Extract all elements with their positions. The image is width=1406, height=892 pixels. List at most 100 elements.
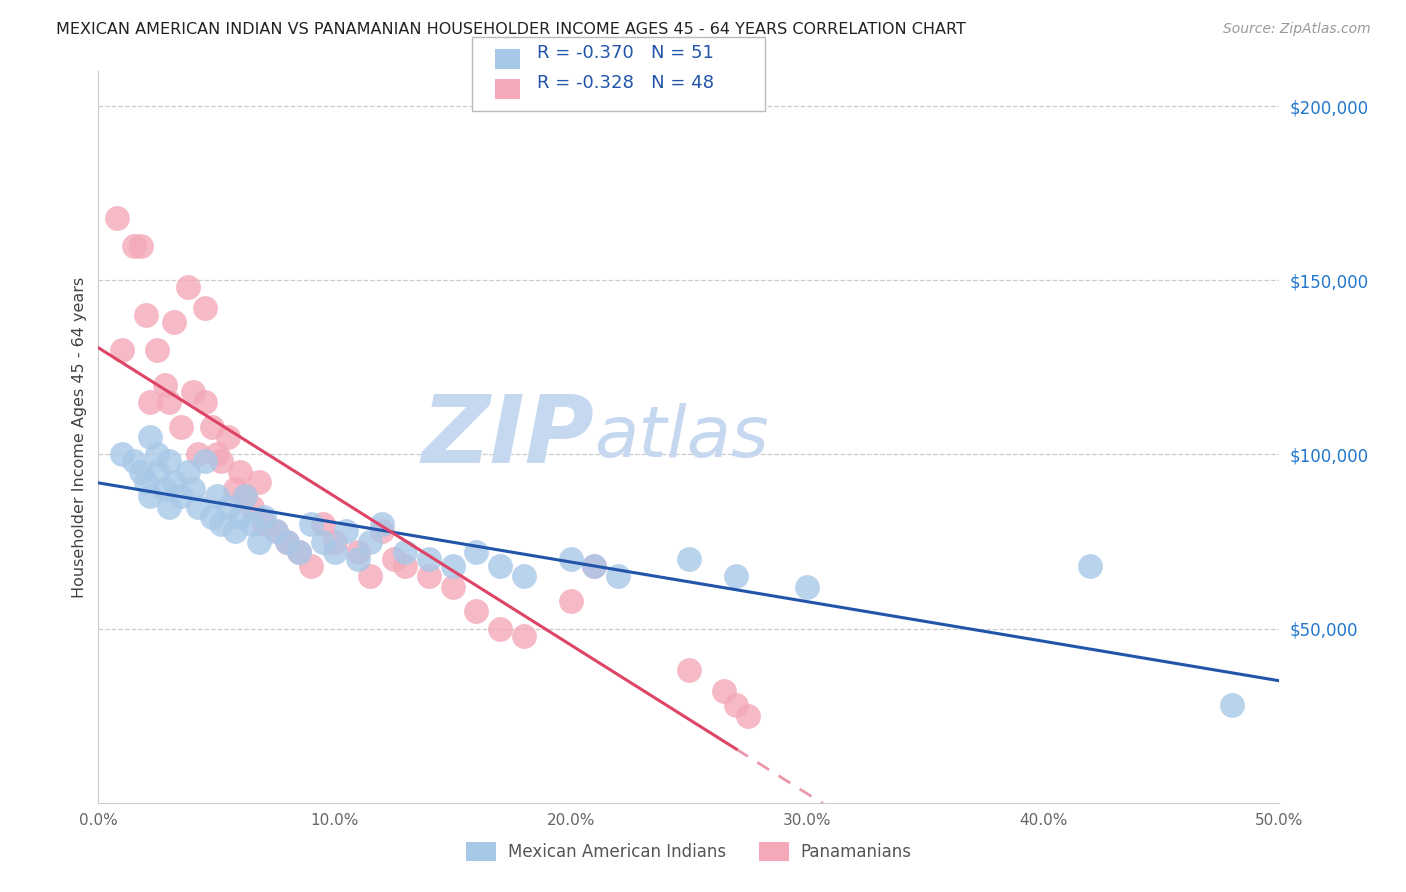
Point: [111, 343, 134, 357]
Point: [181, 483, 204, 497]
Point: [713, 684, 735, 698]
Point: [201, 510, 224, 524]
Point: [359, 569, 381, 583]
Point: [135, 475, 157, 490]
Point: [1220, 698, 1243, 713]
Point: [194, 301, 217, 316]
Point: [418, 569, 440, 583]
Point: [323, 545, 346, 559]
Point: [323, 534, 346, 549]
Text: Source: ZipAtlas.com: Source: ZipAtlas.com: [1223, 22, 1371, 37]
Point: [359, 534, 381, 549]
Point: [209, 517, 232, 532]
Point: [299, 558, 322, 573]
Point: [276, 534, 298, 549]
Point: [441, 558, 464, 573]
Point: [583, 558, 606, 573]
Point: [489, 558, 512, 573]
Point: [347, 552, 370, 566]
Point: [465, 604, 488, 618]
Point: [146, 448, 169, 462]
Legend: Mexican American Indians, Panamanians: Mexican American Indians, Panamanians: [460, 835, 918, 868]
Point: [678, 664, 700, 678]
Point: [122, 238, 145, 252]
Point: [240, 500, 263, 514]
Point: [135, 308, 157, 322]
Point: [371, 517, 394, 532]
Point: [146, 465, 169, 479]
Point: [560, 594, 582, 608]
Point: [201, 419, 224, 434]
Point: [465, 545, 488, 559]
Point: [394, 558, 416, 573]
Point: [299, 517, 322, 532]
Point: [288, 545, 311, 559]
Point: [177, 465, 200, 479]
Y-axis label: Householder Income Ages 45 - 64 years: Householder Income Ages 45 - 64 years: [72, 277, 87, 598]
Point: [233, 489, 256, 503]
Point: [229, 510, 252, 524]
Point: [170, 489, 193, 503]
Text: MEXICAN AMERICAN INDIAN VS PANAMANIAN HOUSEHOLDER INCOME AGES 45 - 64 YEARS CORR: MEXICAN AMERICAN INDIAN VS PANAMANIAN HO…: [56, 22, 966, 37]
Point: [725, 569, 748, 583]
Point: [157, 454, 180, 468]
Point: [371, 524, 394, 538]
Point: [264, 524, 287, 538]
Point: [418, 552, 440, 566]
Point: [796, 580, 818, 594]
Point: [194, 454, 217, 468]
Point: [209, 454, 232, 468]
Point: [253, 517, 276, 532]
Point: [1080, 558, 1102, 573]
Point: [737, 708, 759, 723]
Point: [187, 448, 209, 462]
Point: [247, 475, 270, 490]
Point: [153, 377, 176, 392]
Point: [139, 430, 162, 444]
Point: [139, 395, 162, 409]
Point: [560, 552, 582, 566]
Point: [122, 454, 145, 468]
Text: ZIP: ZIP: [422, 391, 595, 483]
Point: [583, 558, 606, 573]
Text: R = -0.328   N = 48: R = -0.328 N = 48: [537, 74, 714, 93]
Point: [105, 211, 128, 225]
Point: [153, 483, 176, 497]
Point: [205, 489, 228, 503]
Point: [253, 510, 276, 524]
Point: [129, 238, 152, 252]
Point: [217, 500, 239, 514]
Point: [205, 448, 228, 462]
Point: [607, 569, 630, 583]
Point: [163, 315, 186, 329]
Point: [146, 343, 169, 357]
Point: [247, 534, 270, 549]
Point: [139, 489, 162, 503]
Point: [512, 569, 534, 583]
Point: [288, 545, 311, 559]
Point: [229, 465, 252, 479]
Point: [111, 448, 134, 462]
Point: [157, 395, 180, 409]
Point: [312, 534, 335, 549]
Point: [441, 580, 464, 594]
Text: R = -0.370   N = 51: R = -0.370 N = 51: [537, 44, 714, 62]
Point: [163, 475, 186, 490]
Point: [276, 534, 298, 549]
Point: [194, 395, 217, 409]
Point: [347, 545, 370, 559]
Point: [335, 524, 357, 538]
Point: [489, 622, 512, 636]
Point: [725, 698, 748, 713]
Point: [512, 629, 534, 643]
Point: [224, 483, 246, 497]
Point: [157, 500, 180, 514]
Point: [394, 545, 416, 559]
Point: [129, 465, 152, 479]
Point: [224, 524, 246, 538]
Point: [240, 517, 263, 532]
Point: [217, 430, 239, 444]
Point: [187, 500, 209, 514]
Point: [233, 489, 256, 503]
Point: [382, 552, 405, 566]
